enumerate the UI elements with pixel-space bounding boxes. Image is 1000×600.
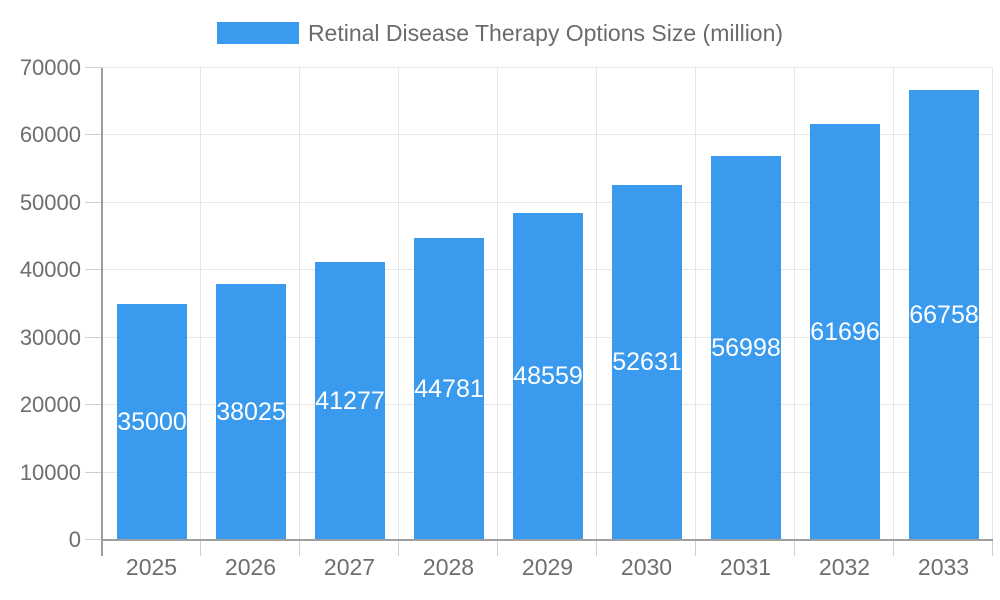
x-axis-tick-label: 2033 — [917, 554, 970, 580]
v-gridline — [596, 68, 597, 540]
chart-legend: Retinal Disease Therapy Options Size (mi… — [0, 20, 1000, 46]
v-gridline — [398, 68, 399, 540]
y-axis-tick — [85, 337, 102, 338]
y-axis-tick — [85, 134, 102, 135]
bar-value-label: 61696 — [810, 317, 880, 346]
y-axis-line — [101, 68, 103, 556]
x-axis-tick-label: 2032 — [818, 554, 871, 580]
v-gridline — [794, 68, 795, 540]
y-axis-tick-label: 30000 — [19, 325, 81, 350]
y-axis-tick — [85, 269, 102, 270]
v-gridline — [200, 68, 201, 540]
x-axis-tick — [695, 540, 696, 556]
x-axis-tick — [299, 540, 300, 556]
x-axis-tick-label: 2030 — [620, 554, 673, 580]
x-axis-tick — [893, 540, 894, 556]
bar-value-label: 44781 — [414, 374, 484, 403]
x-axis-tick-label: 2029 — [521, 554, 574, 580]
x-axis-tick-label: 2031 — [719, 554, 772, 580]
x-axis-tick-label: 2025 — [125, 554, 178, 580]
bar-value-label: 66758 — [909, 300, 979, 329]
v-gridline — [893, 68, 894, 540]
y-axis-tick-label: 0 — [68, 527, 81, 552]
x-axis-tick — [992, 540, 993, 556]
x-axis-tick-label: 2026 — [224, 554, 277, 580]
h-gridline — [102, 134, 993, 135]
y-axis-tick-label: 60000 — [19, 122, 81, 147]
bar-value-label: 41277 — [315, 386, 385, 415]
x-axis-line — [101, 539, 993, 541]
x-axis-tick — [596, 540, 597, 556]
y-axis-tick — [85, 472, 102, 473]
bar-value-label: 38025 — [216, 397, 286, 426]
y-axis-tick — [85, 539, 102, 540]
y-axis-tick — [85, 404, 102, 405]
y-axis-tick — [85, 202, 102, 203]
h-gridline — [102, 202, 993, 203]
legend-label: Retinal Disease Therapy Options Size (mi… — [307, 19, 784, 46]
bar: 44781 — [414, 238, 484, 540]
bar: 61696 — [810, 124, 880, 540]
y-axis-tick-label: 20000 — [19, 392, 81, 417]
bar: 38025 — [216, 284, 286, 540]
bar-value-label: 56998 — [711, 333, 781, 362]
bar-value-label: 48559 — [513, 362, 583, 390]
x-axis-tick-label: 2028 — [422, 554, 475, 580]
v-gridline — [299, 68, 300, 540]
v-gridline — [992, 68, 993, 540]
v-gridline — [695, 68, 696, 540]
bar: 56998 — [711, 156, 781, 540]
y-axis-tick-label: 10000 — [19, 460, 81, 485]
y-axis-tick-label: 50000 — [19, 190, 81, 215]
bar: 52631 — [612, 185, 682, 540]
x-axis-tick — [794, 540, 795, 556]
bar: 35000 — [117, 304, 187, 540]
x-axis-tick-label: 2027 — [323, 554, 376, 580]
y-axis-tick-label: 70000 — [19, 55, 81, 80]
h-gridline — [102, 67, 993, 68]
bar-value-label: 35000 — [117, 407, 187, 436]
y-axis-tick-label: 40000 — [19, 257, 81, 282]
y-axis-tick — [85, 67, 102, 68]
x-axis-tick — [497, 540, 498, 556]
bar: 66758 — [909, 90, 979, 540]
x-axis-tick — [398, 540, 399, 556]
bar-value-label: 52631 — [612, 348, 682, 376]
bar: 48559 — [513, 213, 583, 540]
bar: 41277 — [315, 262, 385, 540]
v-gridline — [497, 68, 498, 540]
x-axis-tick — [200, 540, 201, 556]
legend-swatch — [216, 22, 299, 44]
